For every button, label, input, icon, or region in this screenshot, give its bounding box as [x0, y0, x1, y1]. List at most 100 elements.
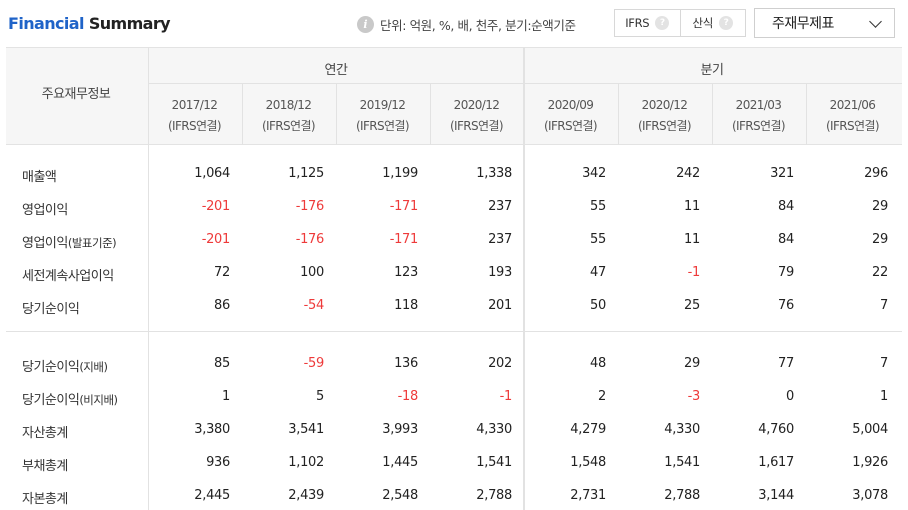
table-cell: 5,004: [852, 422, 888, 437]
table-cell: 84: [778, 199, 794, 214]
period-date: 2020/12: [641, 98, 688, 112]
table-row: 영업이익 -201 -176 -171 237 55 11 84 29: [6, 192, 902, 222]
title-part-1: Financial: [8, 14, 84, 33]
table-row: 당기순이익 86 -54 118 201 50 25 76 7: [6, 291, 902, 321]
label-separator: [148, 145, 149, 510]
table-row: 자산총계 3,380 3,541 3,993 4,330 4,279 4,330 4,760 5…: [6, 415, 902, 445]
period-basis: (IFRS연결): [449, 119, 504, 133]
table-cell: -59: [303, 356, 325, 371]
table-cell: 242: [676, 166, 700, 181]
row-label-main: 영업이익: [22, 236, 68, 251]
table-cell: 100: [300, 265, 324, 280]
table-cell: 22: [872, 265, 888, 280]
row-label-main: 세전계속사업이익: [22, 269, 114, 284]
table-cell: 11: [684, 199, 700, 214]
column-divider: [336, 83, 337, 145]
period-header: 2021/03 (IFRS연결): [712, 95, 805, 137]
period-header: 2020/12 (IFRS연결): [618, 95, 711, 137]
table-cell: 2,439: [288, 488, 324, 503]
table-cell: 3,144: [758, 488, 794, 503]
ifrs-button[interactable]: IFRS ?: [615, 10, 680, 36]
quarterly-group-header: 분기: [700, 63, 724, 78]
row-label: 자산총계: [22, 422, 68, 441]
table-cell: 1: [222, 389, 230, 404]
table-cell: 85: [214, 356, 230, 371]
info-icon[interactable]: i: [357, 15, 374, 33]
table-row: 당기순이익(지배) 85 -59 136 202 48 29 77 7: [6, 349, 902, 379]
table-cell: -176: [295, 199, 325, 214]
period-header: 2020/12 (IFRS연결): [430, 95, 523, 137]
table-cell: 47: [590, 265, 606, 280]
table-cell: 2,548: [382, 488, 418, 503]
row-label-qualifier: (지배): [79, 360, 108, 374]
period-date: 2018/12: [265, 98, 312, 112]
label-column-header: 주요재무정보: [41, 87, 111, 102]
period-header: 2017/12 (IFRS연결): [148, 95, 241, 137]
table-cell: 3,541: [288, 422, 324, 437]
table-cell: 2,788: [664, 488, 700, 503]
table-row: 세전계속사업이익 72 100 123 193 47 -1 79 22: [6, 258, 902, 288]
table-cell: 50: [590, 298, 606, 313]
table-cell: 72: [214, 265, 230, 280]
table-cell: 1,617: [758, 455, 794, 470]
formula-button[interactable]: 산식 ?: [679, 10, 746, 36]
summary-toolbar: Financial Summary i 단위: 억원, %, 배, 천주, 분기…: [0, 0, 908, 48]
period-basis: (IFRS연결): [731, 119, 786, 133]
period-basis: (IFRS연결): [167, 119, 222, 133]
period-separator: [523, 47, 525, 510]
formula-label: 산식: [692, 16, 714, 30]
table-cell: 55: [590, 199, 606, 214]
table-cell: 342: [582, 166, 606, 181]
table-cell: 4,279: [570, 422, 606, 437]
row-label: 자본총계: [22, 488, 68, 507]
table-cell: -171: [389, 199, 419, 214]
period-header: 2018/12 (IFRS연결): [242, 95, 335, 137]
table-cell: -171: [389, 232, 419, 247]
column-divider: [712, 83, 713, 145]
row-label: 영업이익(발표기준): [22, 232, 117, 251]
table-cell: 1,926: [852, 455, 888, 470]
table-cell: -3: [687, 389, 701, 404]
table-header: [6, 47, 902, 145]
standard-toggle: IFRS ? 산식 ?: [614, 9, 746, 37]
annual-group-header: 연간: [324, 63, 348, 78]
table-cell: 237: [488, 199, 512, 214]
table-cell: -201: [201, 232, 231, 247]
row-label-main: 부채총계: [22, 459, 68, 474]
table-cell: 193: [488, 265, 512, 280]
help-icon[interactable]: ?: [655, 16, 670, 30]
table-cell: 1: [880, 389, 888, 404]
select-value: 주재무제표: [772, 16, 834, 32]
row-label-main: 자산총계: [22, 426, 68, 441]
table-cell: 3,993: [382, 422, 418, 437]
chevron-down-icon: [869, 15, 882, 28]
table-cell: 77: [778, 356, 794, 371]
table-row: 영업이익(발표기준) -201 -176 -171 237 55 11 84 29: [6, 225, 902, 255]
row-label: 세전계속사업이익: [22, 265, 114, 284]
section-divider: [6, 331, 902, 332]
unit-notice: i 단위: 억원, %, 배, 천주, 분기:순액기준: [357, 14, 576, 34]
table-cell: 201: [488, 298, 512, 313]
row-label-main: 당기순이익: [22, 393, 80, 408]
table-cell: 29: [872, 232, 888, 247]
row-label-main: 당기순이익: [22, 302, 80, 317]
table-row: 당기순이익(비지배) 1 5 -18 -1 2 -3 0 1: [6, 382, 902, 412]
table-cell: 1,102: [288, 455, 324, 470]
table-cell: -1: [499, 389, 513, 404]
column-divider: [430, 83, 431, 145]
help-icon[interactable]: ?: [719, 16, 734, 30]
statement-type-select[interactable]: 주재무제표: [754, 8, 895, 38]
table-cell: 79: [778, 265, 794, 280]
table-cell: 2: [598, 389, 606, 404]
period-header: 2019/12 (IFRS연결): [336, 95, 429, 137]
table-cell: 29: [684, 356, 700, 371]
table-cell: 7: [880, 356, 888, 371]
column-divider: [618, 83, 619, 145]
table-cell: 118: [394, 298, 418, 313]
table-cell: -54: [303, 298, 325, 313]
period-basis: (IFRS연결): [637, 119, 692, 133]
table-cell: 55: [590, 232, 606, 247]
table-cell: 4,330: [664, 422, 700, 437]
table-cell: 936: [206, 455, 230, 470]
table-cell: 1,064: [194, 166, 230, 181]
